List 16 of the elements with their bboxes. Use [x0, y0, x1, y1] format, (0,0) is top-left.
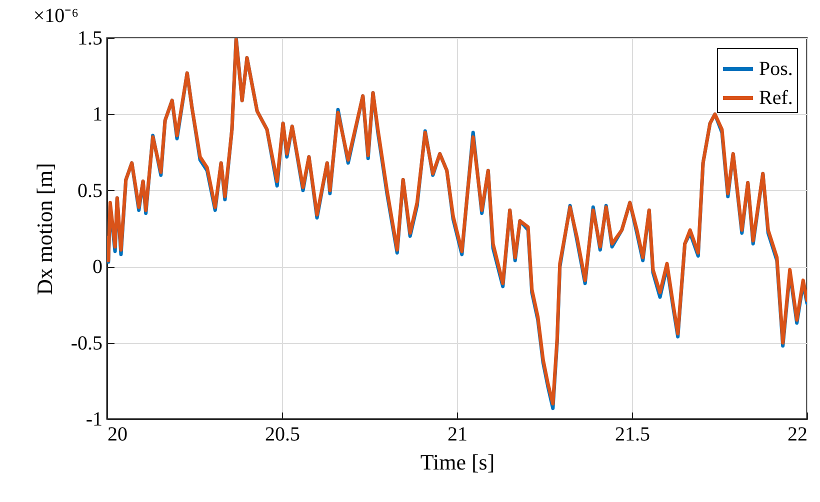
x-tick-label: 21.5 — [615, 424, 650, 446]
text: ×10⁻⁶ — [33, 5, 79, 27]
y-tick-label: 1.5 — [78, 28, 102, 50]
y-tick-label: 0 — [92, 256, 102, 278]
y-tick-label: 1 — [92, 104, 102, 126]
x-tick-label: 20.5 — [265, 424, 300, 446]
x-tick-label: 22 — [788, 424, 808, 446]
legend-label: Ref. — [759, 87, 793, 109]
y-tick-label: -0.5 — [70, 332, 102, 354]
y-axis-title: Dx motion [m] — [32, 163, 57, 295]
y-tick-label: 0.5 — [78, 180, 102, 202]
legend-label: Pos. — [759, 58, 793, 80]
x-tick-label: 20 — [108, 424, 128, 446]
y-tick-label: -1 — [86, 408, 102, 430]
x-axis-title: Time [s] — [420, 450, 495, 474]
x-tick-label: 21 — [448, 424, 468, 446]
